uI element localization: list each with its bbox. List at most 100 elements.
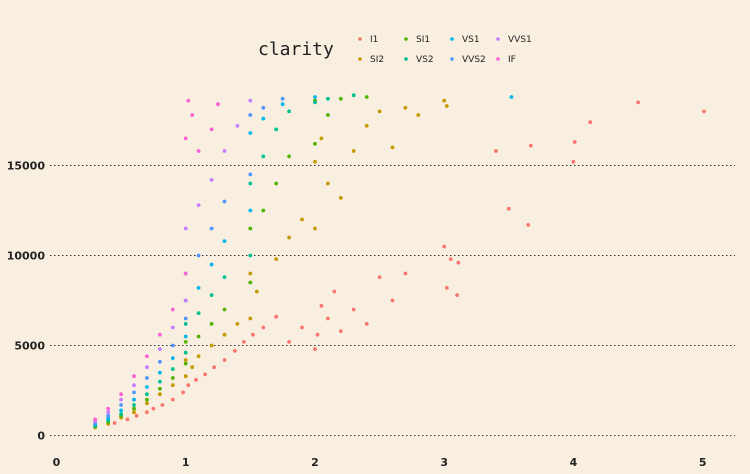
data-point [183, 350, 188, 355]
data-point [248, 271, 253, 276]
data-point [170, 376, 175, 380]
data-point [248, 131, 253, 135]
data-point [571, 159, 576, 164]
data-point [232, 349, 237, 353]
data-point [319, 136, 324, 141]
x-tick-label: 1 [182, 456, 190, 469]
data-point [196, 203, 201, 208]
data-point [222, 275, 227, 279]
data-point [416, 113, 421, 117]
data-point [313, 141, 317, 146]
data-point [170, 307, 175, 312]
data-point [222, 358, 227, 362]
x-tick-labels: 0 1 2 3 4 5 [53, 456, 707, 469]
data-point [313, 100, 317, 105]
data-point [183, 361, 188, 366]
legend-title: clarity [258, 39, 334, 60]
data-point [274, 127, 279, 132]
data-point [338, 196, 343, 200]
data-point [313, 226, 317, 231]
data-point [183, 271, 188, 276]
data-point [209, 226, 214, 231]
data-point [145, 385, 149, 389]
data-points [93, 93, 706, 430]
data-point [203, 372, 208, 377]
data-point [158, 392, 162, 397]
data-point [338, 329, 343, 333]
legend-label: SI1 [416, 35, 430, 45]
series-i1 [93, 100, 706, 429]
data-point [132, 397, 136, 402]
data-point [119, 403, 123, 407]
data-point [390, 298, 395, 303]
data-point [444, 104, 449, 108]
data-point [448, 257, 453, 261]
data-point [315, 332, 320, 337]
data-point [377, 275, 382, 279]
data-point [170, 367, 175, 371]
data-point [326, 316, 330, 321]
data-point [196, 334, 201, 339]
data-point [494, 149, 498, 153]
data-point [572, 140, 577, 144]
data-point [170, 343, 175, 348]
data-point [444, 286, 449, 290]
series-vs2 [93, 93, 356, 428]
data-point [106, 406, 111, 411]
y-tick-label: 5000 [14, 340, 45, 353]
data-point [186, 98, 191, 103]
data-point [351, 93, 356, 98]
data-point [261, 208, 266, 213]
data-point [326, 96, 330, 101]
y-tick-label: 10000 [7, 249, 46, 262]
data-point [209, 127, 214, 132]
data-point [170, 325, 175, 330]
data-point [248, 226, 253, 231]
data-point [222, 199, 227, 204]
data-point [158, 379, 162, 384]
data-point [196, 354, 201, 359]
data-point [326, 113, 330, 117]
data-point [158, 347, 162, 351]
data-point [170, 397, 175, 402]
y-tick-labels: 0 5000 10000 15000 [7, 159, 46, 442]
data-point [528, 143, 533, 148]
data-point [209, 322, 214, 326]
x-tick-label: 4 [570, 456, 578, 469]
data-point [377, 109, 382, 114]
data-point [190, 113, 195, 117]
data-point [261, 105, 266, 110]
data-point [216, 102, 220, 107]
data-point [351, 307, 356, 312]
data-point [160, 403, 165, 407]
data-point [196, 286, 201, 290]
data-point [183, 334, 188, 339]
legend-label: VS1 [462, 35, 480, 45]
data-point [300, 325, 304, 330]
legend: clarity I1 SI2 SI1 VS2 VS1 VVS2 VVS1 IF [258, 35, 532, 65]
data-point [158, 332, 162, 337]
legend-key [404, 57, 408, 61]
data-point [134, 413, 139, 418]
data-point [112, 421, 117, 425]
data-point [287, 109, 291, 114]
data-point [119, 408, 123, 413]
data-point [300, 217, 304, 222]
data-point [526, 223, 531, 227]
data-point [194, 377, 198, 382]
data-point [251, 332, 255, 337]
data-point [196, 253, 201, 258]
legend-label: VVS2 [462, 55, 486, 65]
data-point [287, 154, 291, 159]
data-point [183, 340, 188, 344]
data-point [132, 410, 136, 415]
data-point [183, 316, 188, 321]
data-point [106, 416, 111, 421]
data-point [261, 116, 266, 121]
data-point [313, 95, 317, 99]
data-point [319, 304, 324, 308]
data-point [274, 314, 279, 319]
data-point [364, 123, 369, 128]
series-vs1 [93, 95, 514, 427]
